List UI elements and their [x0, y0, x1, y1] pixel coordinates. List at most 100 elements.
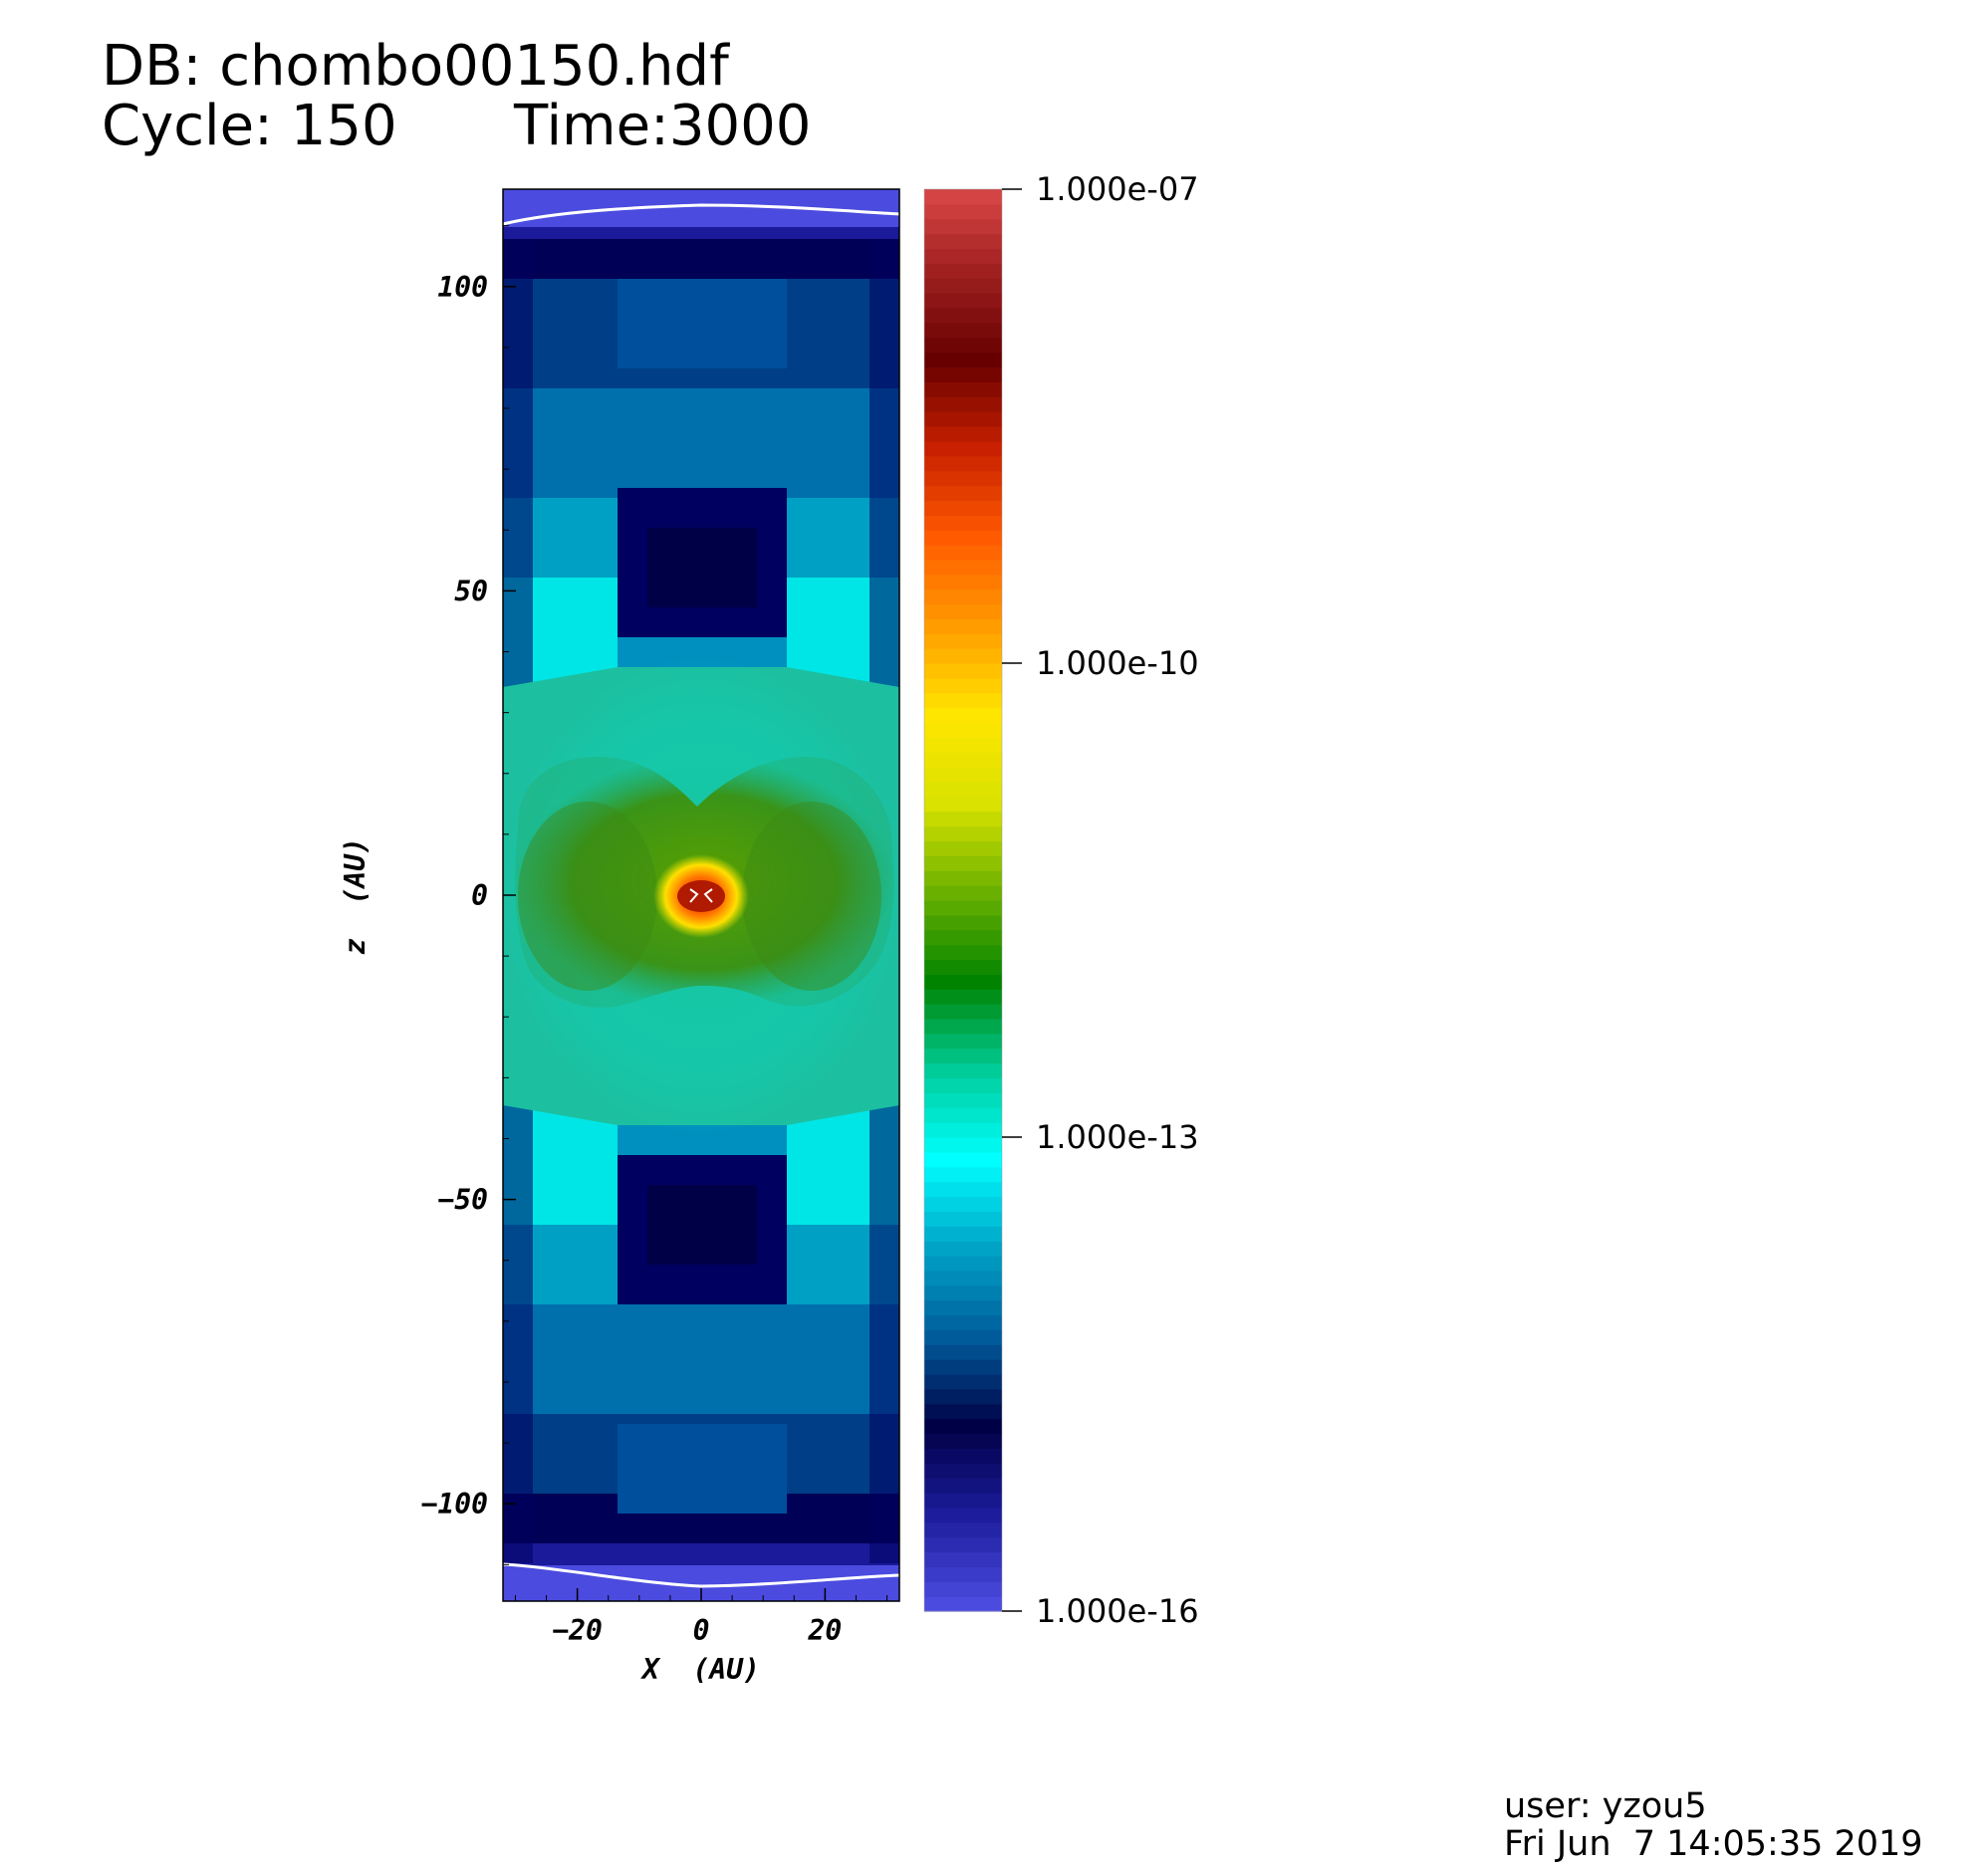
colorbar-segment	[924, 1033, 1002, 1050]
colorbar-segment	[924, 366, 1002, 382]
colorbar-segment	[924, 1433, 1002, 1449]
colorbar-segment	[924, 1166, 1002, 1183]
colorbar-tick-label: 1.000e-10	[1036, 644, 1199, 682]
x-tick-label: 20	[808, 1614, 843, 1647]
colorbar-segment	[924, 545, 1002, 561]
colorbar-segment	[924, 885, 1002, 901]
colorbar-segment	[924, 1478, 1002, 1494]
colorbar-segment	[924, 530, 1002, 546]
colorbar-segment	[924, 1418, 1002, 1435]
colorbar-segment	[924, 1048, 1002, 1064]
y-tick-label: −50	[437, 1184, 488, 1217]
colorbar-segment	[924, 1596, 1002, 1612]
user-label: user: yzou5	[1504, 1786, 1707, 1826]
colorbar-ticks: 1.000e-07 1.000e-10 1.000e-13 1.000e-16	[1002, 170, 1199, 1630]
colorbar-segment	[924, 648, 1002, 664]
colorbar-segment	[924, 633, 1002, 649]
colorbar-tick-label: 1.000e-13	[1036, 1118, 1199, 1156]
colorbar-segment	[924, 1077, 1002, 1093]
colorbar-segment	[924, 203, 1002, 220]
colorbar-segment	[924, 189, 1002, 205]
colorbar-tick-label: 1.000e-16	[1036, 1592, 1199, 1630]
colorbar-segment	[924, 1211, 1002, 1227]
colorbar-segment	[924, 722, 1002, 738]
colorbar-segment	[924, 381, 1002, 397]
time-label: Time:3000	[514, 94, 812, 158]
colorbar-segment	[924, 263, 1002, 279]
colorbar-segment	[924, 1551, 1002, 1567]
colorbar-segment	[924, 308, 1002, 324]
colorbar-segment	[924, 322, 1002, 339]
colorbar-segment	[924, 974, 1002, 990]
colorbar-segment	[924, 1241, 1002, 1257]
colorbar-segment	[924, 1284, 1002, 1301]
colorbar-segment	[924, 663, 1002, 679]
x-axis-title: X (AU)	[640, 1653, 760, 1686]
colorbar-segment	[924, 218, 1002, 235]
colorbar-segment	[924, 840, 1002, 856]
colorbar-segment	[924, 1137, 1002, 1153]
colorbar-segment	[924, 1493, 1002, 1509]
colorbar-segment	[924, 1226, 1002, 1242]
colorbar-segment	[924, 588, 1002, 605]
colorbar-segment	[924, 767, 1002, 783]
y-tick-label: 100	[437, 271, 488, 304]
colorbar-frame	[923, 188, 1003, 1612]
colorbar-segment	[924, 515, 1002, 531]
colorbar-segment	[924, 929, 1002, 946]
colorbar-segment	[924, 692, 1002, 709]
colorbar-segment	[924, 1359, 1002, 1375]
y-axis-title: z (AU)	[339, 837, 372, 955]
colorbar-segment	[924, 1566, 1002, 1582]
colorbar-segment	[924, 782, 1002, 798]
colorbar-segment	[924, 1329, 1002, 1345]
colorbar-segment	[924, 337, 1002, 353]
colorbar-segment	[924, 278, 1002, 294]
colorbar-segment	[924, 1196, 1002, 1212]
colorbar-segment	[924, 870, 1002, 886]
colorbar-segment	[924, 1403, 1002, 1420]
colorbar-segment	[924, 396, 1002, 412]
colorbar-segment	[924, 1299, 1002, 1316]
colorbar-segment	[924, 485, 1002, 501]
colorbar-segment	[924, 796, 1002, 813]
colorbar-segment	[924, 1122, 1002, 1138]
colorbar-segment	[924, 1004, 1002, 1020]
colorbar-segment	[924, 914, 1002, 931]
colorbar-segment	[924, 559, 1002, 576]
colorbar-segment	[924, 1151, 1002, 1168]
colorbar-segment	[924, 1314, 1002, 1330]
colorbar-segment	[924, 1092, 1002, 1108]
colorbar-segment	[924, 1581, 1002, 1597]
colorbar-segment	[924, 1344, 1002, 1360]
colorbar-segment	[924, 811, 1002, 827]
colorbar-segment	[924, 737, 1002, 753]
colorbar-segment	[924, 944, 1002, 961]
colorbar-segment	[924, 1019, 1002, 1035]
colorbar-segment	[924, 1536, 1002, 1553]
colorbar-segment	[924, 1270, 1002, 1286]
colorbar-segment	[924, 959, 1002, 975]
heatmap-field	[503, 189, 899, 1601]
colorbar-segment	[924, 351, 1002, 368]
x-tick-label: 0	[693, 1614, 710, 1647]
colorbar-segment	[924, 1374, 1002, 1390]
colorbar-segment	[924, 1448, 1002, 1464]
y-axis-ticks: 100 50 0 −50 −100	[421, 271, 516, 1520]
colorbar-segment	[924, 989, 1002, 1005]
colorbar-segment	[924, 411, 1002, 427]
colorbar-segment	[924, 618, 1002, 634]
date-label: Fri Jun 7 14:05:35 2019	[1504, 1824, 1923, 1864]
database-label: DB: chombo00150.hdf	[102, 34, 729, 99]
colorbar-segment	[924, 1181, 1002, 1198]
colorbar-segment	[924, 677, 1002, 694]
y-tick-label: 0	[471, 879, 488, 912]
colorbar-tick-label: 1.000e-07	[1036, 170, 1199, 208]
colorbar	[924, 189, 1002, 1612]
cycle-label: Cycle: 150	[102, 94, 397, 158]
colorbar-segment	[924, 855, 1002, 871]
colorbar-segment	[924, 455, 1002, 472]
colorbar-segment	[924, 470, 1002, 487]
colorbar-segment	[924, 1107, 1002, 1123]
colorbar-segment	[924, 1388, 1002, 1405]
